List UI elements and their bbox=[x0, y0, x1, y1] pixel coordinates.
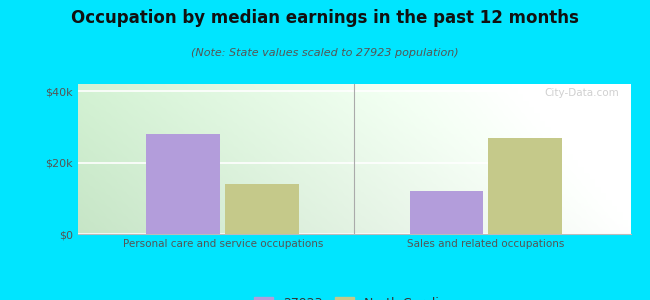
Bar bbox=[410, 191, 483, 234]
Legend: 27923, North Carolina: 27923, North Carolina bbox=[249, 292, 460, 300]
Text: City-Data.com: City-Data.com bbox=[545, 88, 619, 98]
Bar bbox=[146, 134, 220, 234]
Text: (Note: State values scaled to 27923 population): (Note: State values scaled to 27923 popu… bbox=[191, 48, 459, 58]
Text: Occupation by median earnings in the past 12 months: Occupation by median earnings in the pas… bbox=[71, 9, 579, 27]
Bar bbox=[488, 138, 562, 234]
Bar bbox=[226, 184, 299, 234]
